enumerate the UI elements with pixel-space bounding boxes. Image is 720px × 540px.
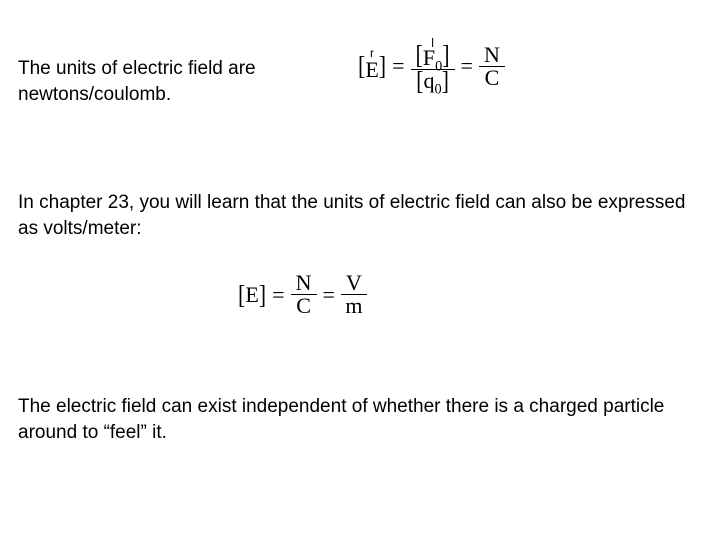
symbol-q0: q0 [423,70,441,92]
bracket-right-icon: ] [442,41,449,67]
symbol-E: E [245,282,258,308]
symbol-N: N [482,44,502,66]
equals-sign: = [266,282,290,308]
equals-sign: = [317,282,341,308]
symbol-V: V [344,272,364,294]
symbol-C: C [483,67,502,89]
symbol-m: m [343,295,364,317]
equals-sign: = [455,53,479,79]
bracket-right-icon: ] [442,68,449,94]
bracket-right-icon: ] [259,279,266,310]
symbol-F0: F0 [423,47,442,69]
vector-arrow-icon: r [370,50,374,57]
symbol-N: N [294,272,314,294]
bracket-left-icon: [ [238,279,245,310]
bracket-right-icon: ] [379,51,386,82]
equation-e-f-over-q: [ r E ] = [ l F0 ] [358,40,505,92]
bracket-left-icon: [ [416,68,423,94]
para-units-nc: The units of electric field are newtons/… [18,56,318,107]
fraction-N-over-C: N C [291,272,317,317]
symbol-C: C [294,295,313,317]
fraction-F0-over-q0: [ l F0 ] [ q0 ] [411,40,455,92]
bracket-left-icon: [ [416,41,423,67]
equation-e-nc-vm: [ E ] = N C = V m [238,272,367,317]
bracket-left-icon: [ [358,51,365,82]
para-volts-per-meter: In chapter 23, you will learn that the u… [18,190,702,241]
equals-sign: = [386,53,410,79]
fraction-N-over-C: N C [479,44,505,89]
para-field-independent: The electric field can exist independent… [18,394,702,445]
fraction-V-over-m: V m [341,272,367,317]
slide-page: The units of electric field are newtons/… [0,0,720,540]
symbol-E: E [365,57,378,83]
vector-E: r E [365,50,378,83]
